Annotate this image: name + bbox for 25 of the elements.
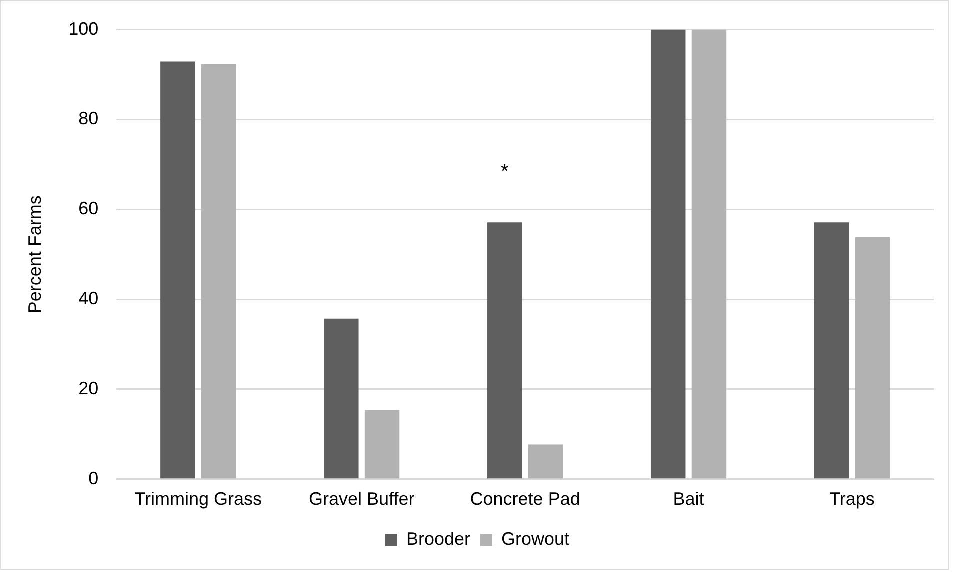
y-tick-label: 0 [88, 468, 99, 488]
data-label: * [500, 161, 509, 184]
x-tick-label: Concrete Pad [470, 489, 580, 510]
bar [201, 64, 236, 479]
legend-label: Growout [502, 528, 570, 549]
bar [364, 410, 400, 479]
legend-label: Brooder [406, 528, 471, 549]
bar [650, 30, 686, 479]
y-tick-label: 100 [68, 18, 99, 39]
y-tick-label: 20 [78, 378, 99, 398]
bar [814, 222, 850, 479]
y-tick-label: 40 [78, 288, 99, 309]
x-tick-label: Bait [673, 489, 704, 510]
bar [528, 444, 564, 479]
y-axis-title: Percent Farms [24, 196, 45, 314]
y-tick-label: 60 [78, 198, 99, 219]
bar [324, 318, 359, 479]
bar [488, 222, 522, 479]
x-tick-label: Gravel Buffer [308, 489, 415, 510]
bar [160, 62, 196, 479]
x-tick-label: Trimming Grass [134, 489, 262, 510]
bar [855, 238, 890, 479]
y-tick-label: 80 [78, 108, 99, 129]
bar [692, 30, 727, 479]
x-tick-label: Traps [830, 489, 875, 510]
